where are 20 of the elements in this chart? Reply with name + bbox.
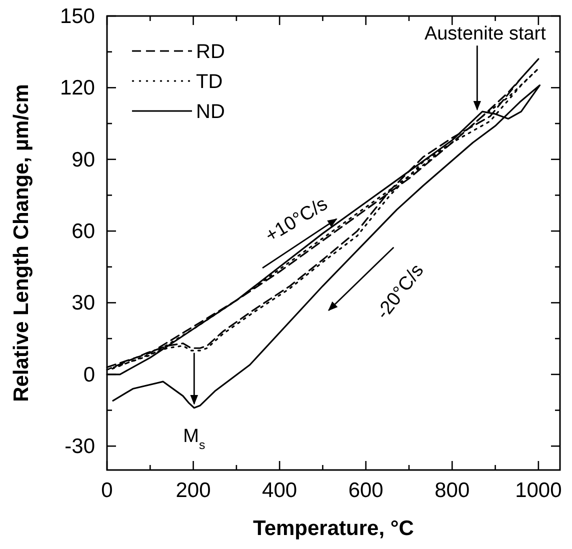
y-tick-label: 120 [60, 76, 95, 100]
y-tick-label: 60 [72, 220, 95, 244]
legend-label: RD [196, 41, 225, 63]
x-tick-label: 0 [101, 479, 113, 502]
annotation: M$_{s}$ [183, 426, 206, 452]
x-tick-label: 1000 [515, 479, 562, 502]
y-tick-label: 30 [72, 292, 95, 315]
x-tick-label: 800 [434, 479, 470, 502]
y-tick-label: 0 [83, 363, 95, 386]
x-tick-label: 400 [262, 479, 298, 502]
x-axis-title: Temperature, °C [253, 517, 414, 540]
x-tick-label: 600 [348, 479, 384, 502]
y-axis-title: Relative Length Change, µm/cm [10, 84, 33, 402]
y-tick-label: 150 [60, 5, 95, 28]
y-tick-label: -30 [64, 435, 95, 458]
x-tick-label: 200 [176, 479, 211, 502]
legend-label: ND [196, 101, 225, 123]
y-tick-label: 90 [72, 148, 95, 172]
annotation: Austenite start [424, 24, 547, 45]
legend-label: TD [196, 71, 223, 93]
